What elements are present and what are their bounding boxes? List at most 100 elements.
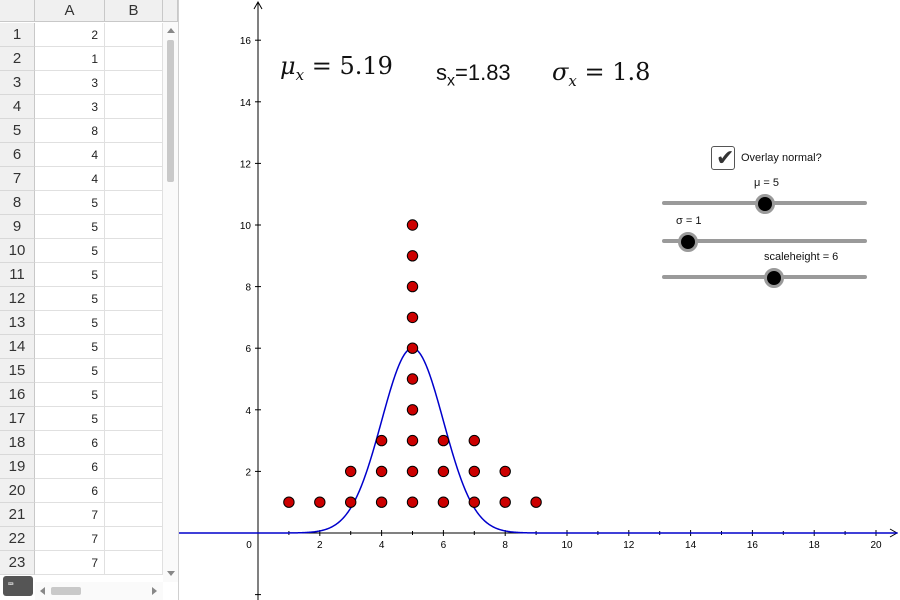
cell-b[interactable] <box>105 431 163 455</box>
y-tick-label: 6 <box>245 344 251 355</box>
cell-b[interactable] <box>105 527 163 551</box>
row-header[interactable]: 23 <box>0 551 35 575</box>
cell-a[interactable]: 8 <box>35 119 105 143</box>
scroll-left-icon[interactable] <box>40 587 45 595</box>
cell-b[interactable] <box>105 407 163 431</box>
scroll-down-icon[interactable] <box>167 571 175 576</box>
row-header[interactable]: 2 <box>0 47 35 71</box>
cell-a[interactable]: 1 <box>35 47 105 71</box>
s-subscript: x <box>447 72 455 90</box>
cell-b[interactable] <box>105 47 163 71</box>
horizontal-scroll-thumb[interactable] <box>51 587 81 595</box>
cell-a[interactable]: 5 <box>35 383 105 407</box>
column-header-filler <box>163 0 178 22</box>
cell-a[interactable]: 6 <box>35 455 105 479</box>
cell-b[interactable] <box>105 311 163 335</box>
cell-b[interactable] <box>105 263 163 287</box>
cell-a[interactable]: 7 <box>35 527 105 551</box>
cell-b[interactable] <box>105 71 163 95</box>
horizontal-scrollbar[interactable] <box>35 582 163 600</box>
cell-b[interactable] <box>105 287 163 311</box>
cell-a[interactable]: 3 <box>35 95 105 119</box>
cell-a[interactable]: 5 <box>35 335 105 359</box>
cell-b[interactable] <box>105 143 163 167</box>
row-header[interactable]: 13 <box>0 311 35 335</box>
cell-a[interactable]: 5 <box>35 287 105 311</box>
cell-b[interactable] <box>105 23 163 47</box>
row-header[interactable]: 10 <box>0 239 35 263</box>
row-header[interactable]: 9 <box>0 215 35 239</box>
cell-a[interactable]: 5 <box>35 407 105 431</box>
row-header[interactable]: 20 <box>0 479 35 503</box>
row-header[interactable]: 12 <box>0 287 35 311</box>
column-header-b[interactable]: B <box>105 0 163 22</box>
cell-b[interactable] <box>105 191 163 215</box>
vertical-scrollbar[interactable] <box>163 22 178 582</box>
cell-a[interactable]: 5 <box>35 191 105 215</box>
data-point <box>468 496 480 508</box>
row-header[interactable]: 1 <box>0 23 35 47</box>
data-point <box>499 465 511 478</box>
cell-a[interactable]: 7 <box>35 551 105 575</box>
row-header[interactable]: 7 <box>0 167 35 191</box>
cell-a[interactable]: 2 <box>35 23 105 47</box>
row-header[interactable]: 6 <box>0 143 35 167</box>
cell-b[interactable] <box>105 215 163 239</box>
row-header[interactable]: 21 <box>0 503 35 527</box>
cell-b[interactable] <box>105 455 163 479</box>
cell-a[interactable]: 4 <box>35 167 105 191</box>
cell-a[interactable]: 7 <box>35 503 105 527</box>
scroll-up-icon[interactable] <box>167 28 175 33</box>
vertical-scroll-thumb[interactable] <box>167 40 174 182</box>
column-header-a[interactable]: A <box>35 0 105 22</box>
row-header[interactable]: 14 <box>0 335 35 359</box>
mu-slider-knob[interactable] <box>754 194 775 214</box>
scroll-right-icon[interactable] <box>152 587 157 595</box>
spreadsheet-row: 22 7 <box>0 527 163 551</box>
data-point <box>375 496 388 508</box>
cell-b[interactable] <box>105 335 163 359</box>
graphics-view[interactable]: 0 2 4 6 8 10 12 14 16 18 20 2 4 6 8 10 12 14 16 <box>179 0 900 600</box>
cell-b[interactable] <box>105 551 163 575</box>
cell-b[interactable] <box>105 359 163 383</box>
row-header[interactable]: 16 <box>0 383 35 407</box>
cell-a[interactable]: 5 <box>35 311 105 335</box>
overlay-normal-checkbox[interactable]: ✔ <box>711 146 735 171</box>
spreadsheet-row: 23 7 <box>0 551 163 575</box>
dot-plot: 0 2 4 6 8 10 12 14 16 18 20 2 4 6 8 10 12 14 16 <box>179 0 899 600</box>
cell-a[interactable]: 4 <box>35 143 105 167</box>
row-header[interactable]: 18 <box>0 431 35 455</box>
sigma-slider-knob[interactable] <box>677 232 698 252</box>
cell-a[interactable]: 6 <box>35 479 105 503</box>
mean-value: = 5.19 <box>311 52 393 80</box>
scaleheight-slider-knob[interactable] <box>763 268 784 288</box>
row-header[interactable]: 22 <box>0 527 35 551</box>
cell-a[interactable]: 5 <box>35 215 105 239</box>
cell-b[interactable] <box>105 239 163 263</box>
row-header[interactable]: 3 <box>0 71 35 95</box>
cell-b[interactable] <box>105 503 163 527</box>
cell-b[interactable] <box>105 167 163 191</box>
cell-b[interactable] <box>105 479 163 503</box>
row-header[interactable]: 17 <box>0 407 35 431</box>
cell-b[interactable] <box>105 119 163 143</box>
row-header[interactable]: 5 <box>0 119 35 143</box>
spreadsheet-panel[interactable]: A B 1 2 2 1 3 3 4 3 5 8 6 4 7 4 8 5 9 5 10 5 11 5 12 5 13 5 14 5 15 5… <box>0 0 179 600</box>
y-tick-label: 12 <box>240 159 252 170</box>
row-header[interactable]: 15 <box>0 359 35 383</box>
cell-b[interactable] <box>105 95 163 119</box>
row-header[interactable]: 19 <box>0 455 35 479</box>
cell-a[interactable]: 6 <box>35 431 105 455</box>
spreadsheet-corner[interactable] <box>0 0 35 22</box>
keyboard-icon[interactable]: ⌨ <box>3 576 33 596</box>
cell-a[interactable]: 5 <box>35 359 105 383</box>
sigma-slider-track[interactable] <box>662 239 867 243</box>
cell-a[interactable]: 3 <box>35 71 105 95</box>
row-header[interactable]: 8 <box>0 191 35 215</box>
cell-a[interactable]: 5 <box>35 263 105 287</box>
row-header[interactable]: 11 <box>0 263 35 287</box>
cell-b[interactable] <box>105 383 163 407</box>
row-header[interactable]: 4 <box>0 95 35 119</box>
cell-a[interactable]: 5 <box>35 239 105 263</box>
